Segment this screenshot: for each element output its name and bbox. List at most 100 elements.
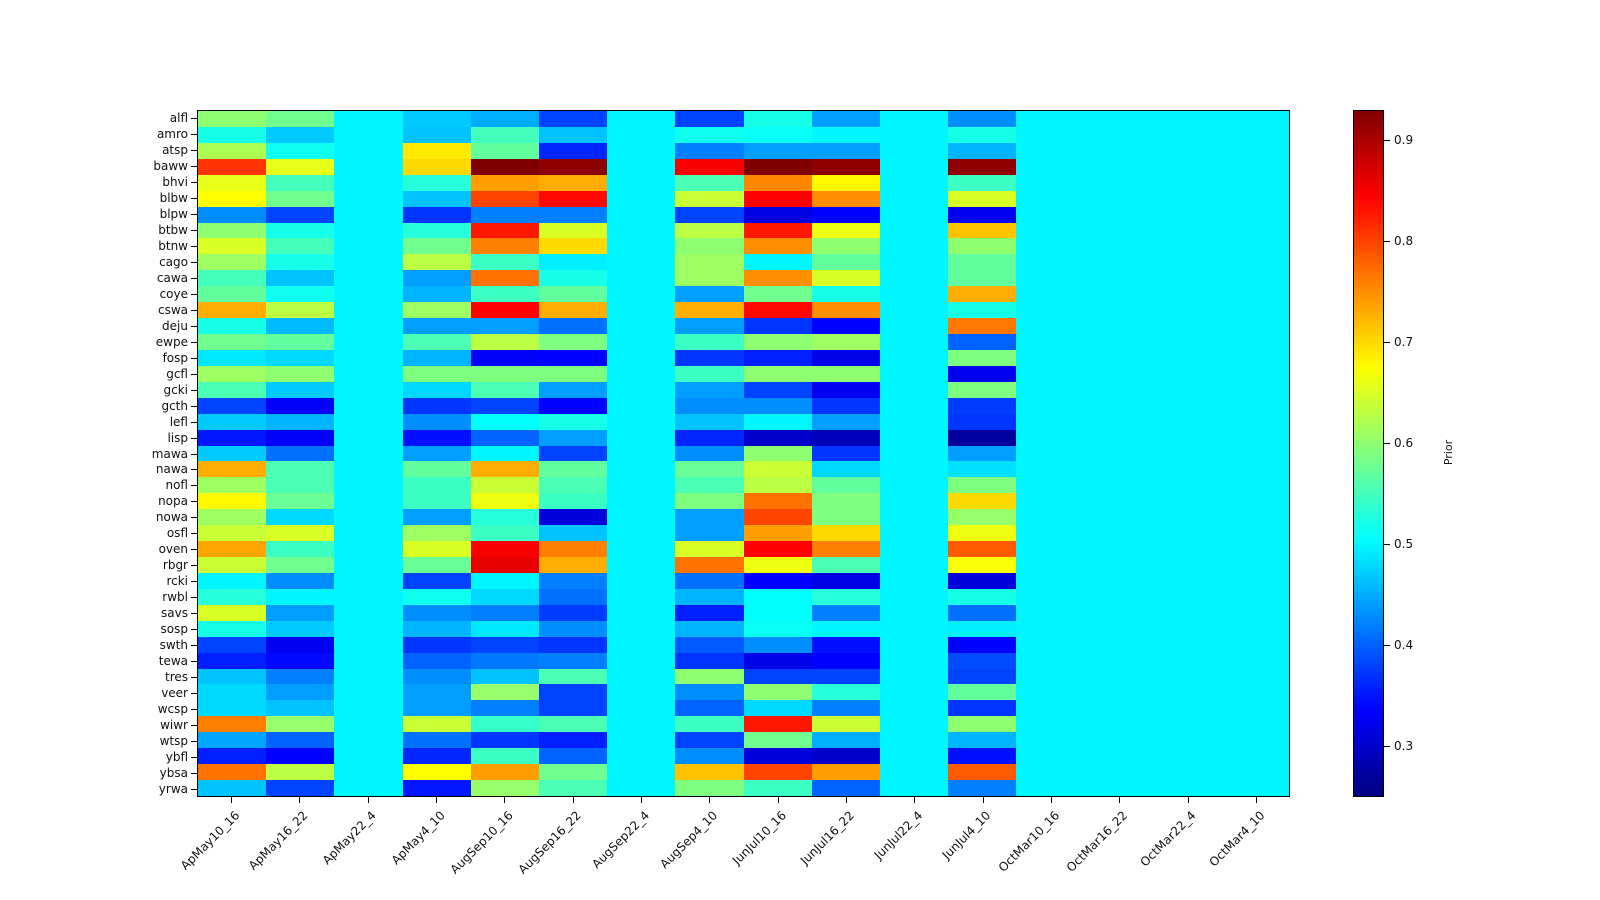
heatmap-cell: [811, 334, 880, 350]
heatmap-cell: [607, 158, 676, 175]
heatmap-cell: [538, 780, 608, 796]
heatmap-cell: [948, 206, 1017, 223]
heatmap-cell: [538, 493, 608, 510]
heatmap-cell: [538, 525, 608, 542]
heatmap-cell: [879, 652, 949, 669]
heatmap-cell: [334, 668, 403, 685]
heatmap-cell: [948, 541, 1017, 558]
heatmap-cell: [1220, 636, 1289, 653]
heatmap-cell: [538, 190, 608, 207]
heatmap-cell: [607, 557, 676, 573]
y-tick-label: oven: [158, 542, 188, 557]
heatmap-cell: [470, 413, 539, 430]
y-tick-mark: [191, 117, 197, 119]
y-tick-label: ybfl: [165, 750, 188, 765]
heatmap-cell: [743, 206, 812, 223]
heatmap-cell: [675, 780, 744, 796]
heatmap-cell: [1084, 732, 1153, 749]
heatmap-cell: [1084, 620, 1153, 637]
heatmap-cell: [334, 652, 403, 669]
y-tick-label: wtsp: [159, 734, 188, 749]
heatmap-cell: [266, 764, 335, 781]
heatmap-cell: [402, 429, 471, 446]
heatmap-cell: [1220, 780, 1289, 796]
y-tick-mark: [191, 229, 197, 231]
heatmap-cell: [743, 270, 812, 287]
heatmap-cell: [1220, 413, 1289, 430]
heatmap-cell: [675, 254, 744, 271]
heatmap-cell: [470, 318, 539, 335]
heatmap-cell: [948, 764, 1017, 781]
heatmap-cell: [198, 397, 267, 414]
heatmap-cell: [198, 541, 267, 558]
heatmap-cell: [948, 254, 1017, 271]
heatmap-cell: [1152, 254, 1221, 271]
heatmap-cell: [538, 381, 608, 398]
heatmap-cell: [743, 509, 812, 526]
heatmap-cell: [402, 142, 471, 159]
heatmap-cell: [879, 461, 949, 478]
heatmap-cell: [266, 620, 335, 637]
colorbar-tick-mark: [1384, 342, 1390, 344]
heatmap-cell: [811, 525, 880, 542]
heatmap-cell: [948, 732, 1017, 749]
heatmap-cell: [743, 780, 812, 796]
heatmap-cell: [402, 461, 471, 478]
heatmap-cell: [334, 477, 403, 494]
heatmap-cell: [743, 652, 812, 669]
heatmap-cell: [607, 381, 676, 398]
heatmap-cell: [811, 604, 880, 621]
heatmap-cell: [607, 286, 676, 303]
heatmap-cell: [198, 206, 267, 223]
heatmap-cell: [1220, 700, 1289, 717]
heatmap-cell: [334, 764, 403, 781]
heatmap-cell: [538, 620, 608, 637]
heatmap-cell: [402, 413, 471, 430]
y-tick-mark: [191, 149, 197, 151]
heatmap-cell: [1016, 477, 1085, 494]
heatmap-cell: [1084, 158, 1153, 175]
heatmap-cell: [334, 541, 403, 558]
x-tick-mark: [1187, 797, 1189, 803]
heatmap-cell: [470, 700, 539, 717]
heatmap-cell: [607, 445, 676, 462]
heatmap-cell: [334, 334, 403, 350]
heatmap-cell: [266, 684, 335, 701]
x-tick-mark: [982, 797, 984, 803]
heatmap-cell: [879, 142, 949, 159]
heatmap-cell: [1084, 413, 1153, 430]
heatmap-cell: [402, 238, 471, 255]
heatmap-cell: [198, 764, 267, 781]
heatmap-cell: [538, 716, 608, 733]
y-tick-mark: [191, 613, 197, 615]
heatmap-cell: [402, 286, 471, 303]
heatmap-cell: [675, 158, 744, 175]
y-tick-label: lefl: [169, 414, 188, 429]
heatmap-cell: [538, 748, 608, 765]
heatmap-cell: [675, 302, 744, 319]
heatmap-cell: [470, 636, 539, 653]
heatmap-cell: [811, 206, 880, 223]
y-tick-label: fosp: [162, 350, 188, 365]
heatmap-cell: [470, 684, 539, 701]
heatmap-cell: [334, 318, 403, 335]
heatmap-cell: [402, 764, 471, 781]
heatmap-cell: [948, 557, 1017, 573]
heatmap-cell: [266, 286, 335, 303]
heatmap-cell: [948, 111, 1017, 127]
heatmap-cell: [879, 111, 949, 127]
heatmap-cell: [675, 572, 744, 589]
y-tick-label: veer: [161, 686, 188, 701]
heatmap-cell: [1220, 493, 1289, 510]
heatmap-cell: [266, 381, 335, 398]
heatmap-cell: [743, 461, 812, 478]
heatmap-cell: [266, 158, 335, 175]
heatmap-cell: [879, 365, 949, 382]
heatmap-cell: [266, 349, 335, 366]
heatmap-cell: [811, 238, 880, 255]
heatmap-cell: [811, 684, 880, 701]
heatmap-cell: [743, 413, 812, 430]
heatmap-cell: [402, 126, 471, 143]
heatmap-cell: [538, 238, 608, 255]
colorbar-tick-label: 0.3: [1394, 739, 1414, 754]
